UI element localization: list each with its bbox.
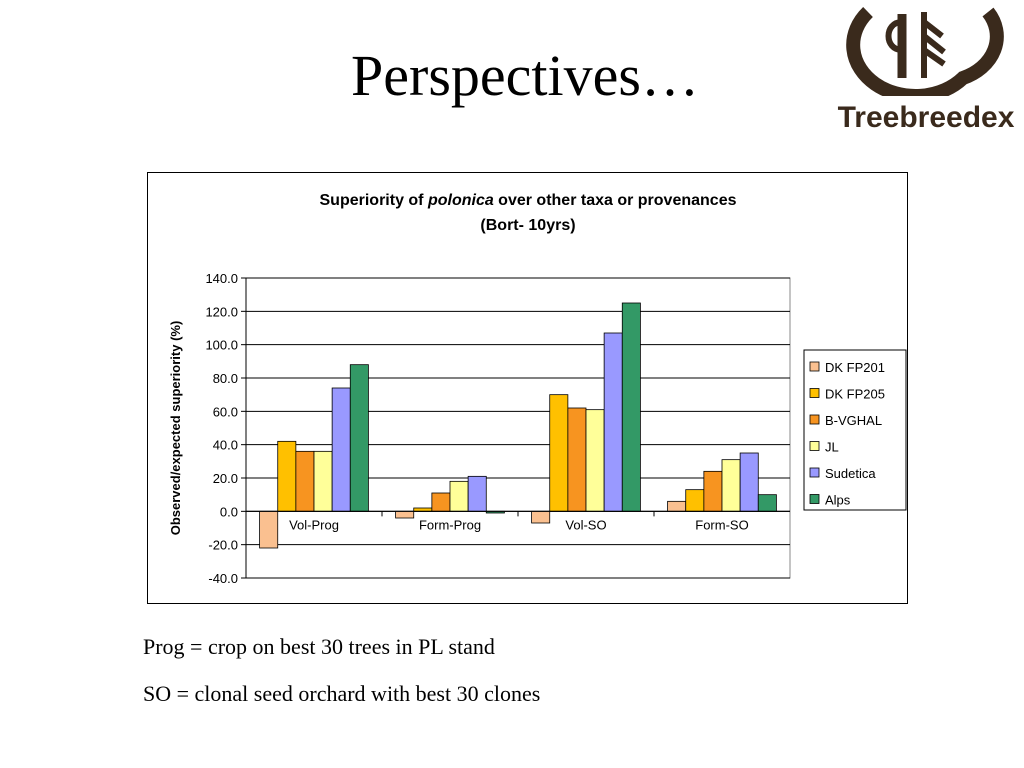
bar-alps-form-so xyxy=(757,494,777,512)
bar-jl-vol-so xyxy=(585,409,605,512)
y-tick-label: 80.0 xyxy=(213,371,238,386)
bar-alps-vol-so xyxy=(621,302,641,512)
y-tick-label: 100.0 xyxy=(205,338,238,353)
bar-jl-form-prog xyxy=(449,480,469,512)
bar-sudetica-vol-prog xyxy=(331,387,351,512)
bar-sudetica-form-so xyxy=(739,452,759,512)
bar-dk-fp201-form-so xyxy=(667,500,687,512)
y-tick-label: 0.0 xyxy=(220,504,238,519)
legend-box xyxy=(803,349,907,511)
legend-label: Sudetica xyxy=(825,466,876,481)
treebreedex-logo-icon: Treebreedex xyxy=(836,6,1016,134)
note-so: SO = clonal seed orchard with best 30 cl… xyxy=(143,681,541,706)
legend-label: Alps xyxy=(825,493,851,508)
legend-label: DK FP205 xyxy=(825,387,885,402)
x-tick-label: Form-Prog xyxy=(419,517,481,532)
bar-b-vghal-form-so xyxy=(703,470,723,512)
y-tick-label: 60.0 xyxy=(213,404,238,419)
y-tick-label: 40.0 xyxy=(213,438,238,453)
y-tick-label: -40.0 xyxy=(208,571,238,586)
legend-label: B-VGHAL xyxy=(825,413,882,428)
y-tick-label: 20.0 xyxy=(213,471,238,486)
bar-b-vghal-vol-so xyxy=(567,407,587,512)
bar-b-vghal-vol-prog xyxy=(295,450,315,512)
bar-sudetica-form-prog xyxy=(467,475,487,512)
slide-title: Perspectives… xyxy=(351,43,699,108)
bar-b-vghal-form-prog xyxy=(431,492,451,512)
bar-dk-fp201-vol-so xyxy=(531,510,551,524)
y-tick-label: 140.0 xyxy=(205,271,238,286)
bar-dk-fp205-vol-prog xyxy=(277,440,297,512)
bar-dk-fp205-vol-so xyxy=(549,394,569,512)
x-tick-label: Form-SO xyxy=(695,517,748,532)
bar-alps-vol-prog xyxy=(349,364,369,512)
bar-sudetica-vol-so xyxy=(603,332,623,512)
y-tick-label: -20.0 xyxy=(208,538,238,553)
legend-label: JL xyxy=(825,440,839,455)
chart-frame: Superiority of polonica over other taxa … xyxy=(147,172,908,604)
legend-swatch xyxy=(809,467,820,478)
legend-swatch xyxy=(809,494,820,504)
bar-chart: Superiority of polonica over other taxa … xyxy=(168,192,907,586)
bar-jl-vol-prog xyxy=(313,450,333,512)
logo-text: Treebreedex xyxy=(838,101,1015,134)
x-tick-label: Vol-Prog xyxy=(289,517,339,532)
x-tick-label: Vol-SO xyxy=(565,517,606,532)
legend-swatch xyxy=(809,388,820,398)
y-tick-label: 120.0 xyxy=(205,304,238,319)
chart-title: Superiority of polonica over other taxa … xyxy=(320,192,737,209)
note-prog: Prog = crop on best 30 trees in PL stand xyxy=(143,634,495,659)
treebreedex-logo: Treebreedex xyxy=(828,0,1018,140)
bar-jl-form-so xyxy=(721,459,741,512)
bar-dk-fp201-form-prog xyxy=(395,510,415,519)
bar-dk-fp205-form-so xyxy=(685,489,705,512)
legend-swatch xyxy=(809,441,820,451)
y-axis-label: Observed/expected superiority (%) xyxy=(168,321,183,536)
chart-subtitle: (Bort- 10yrs) xyxy=(480,217,575,234)
bar-dk-fp201-vol-prog xyxy=(259,510,279,549)
legend-label: DK FP201 xyxy=(825,360,885,375)
legend-swatch xyxy=(809,414,820,425)
plot-area xyxy=(245,277,791,579)
legend-swatch xyxy=(809,361,820,372)
